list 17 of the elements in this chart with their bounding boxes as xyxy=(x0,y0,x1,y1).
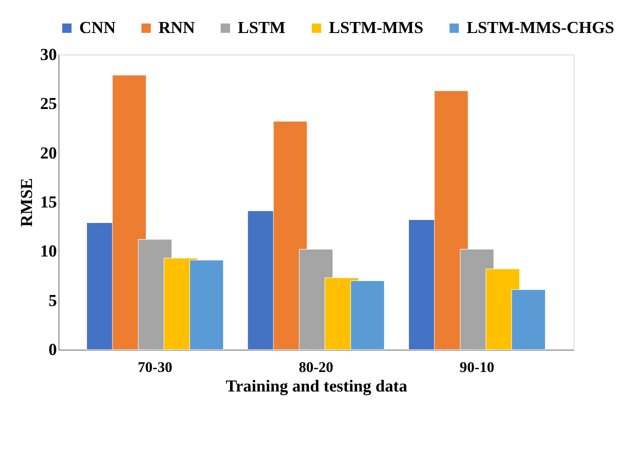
legend-label: CNN xyxy=(79,18,116,38)
x-tick-label: 80-20 xyxy=(298,360,334,376)
y-tick-label: 20 xyxy=(40,143,57,162)
y-axis-title: RMSE xyxy=(17,178,36,227)
y-tick-label: 0 xyxy=(48,340,57,360)
y-tick-label: 25 xyxy=(40,94,57,114)
x-tick-label: 90-10 xyxy=(460,360,494,376)
x-tick-label: 70-30 xyxy=(138,360,172,376)
y-tick-label: 10 xyxy=(40,242,57,261)
y-tick-label: 30 xyxy=(40,44,57,64)
legend-label: LSTM-MMS xyxy=(328,18,424,38)
legend-label: RNN xyxy=(158,18,195,38)
x-axis-title: Training and testing data xyxy=(226,376,408,396)
legend-label: LSTM xyxy=(238,18,286,38)
y-tick-label: 15 xyxy=(40,192,57,212)
legend-label: LSTM-MMS-CHGS xyxy=(466,18,614,38)
y-tick-label: 5 xyxy=(48,290,57,310)
